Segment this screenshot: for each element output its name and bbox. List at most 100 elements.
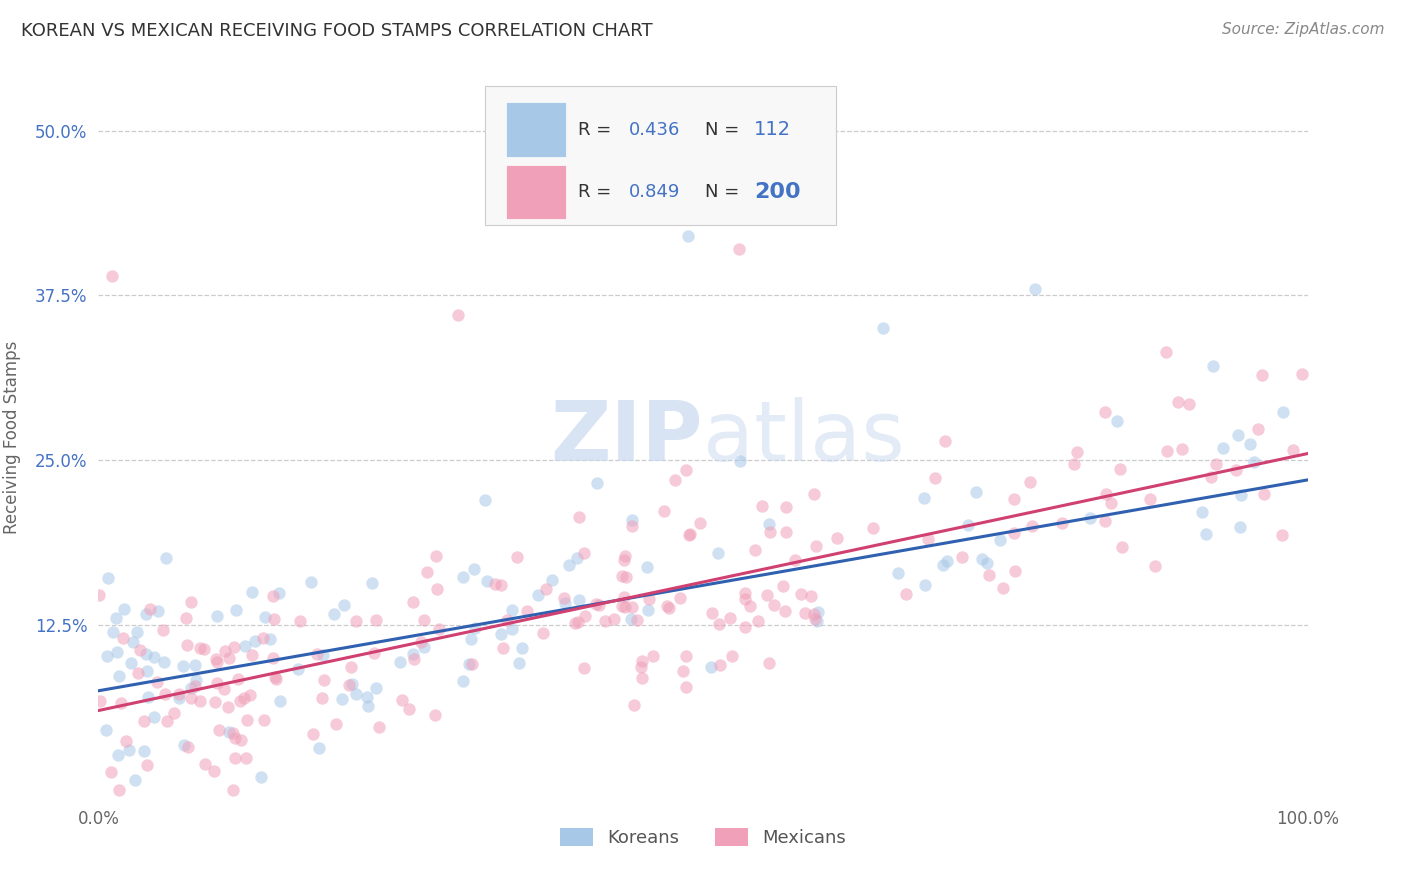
Point xyxy=(463,562,485,576)
Point xyxy=(357,698,380,713)
Point xyxy=(613,553,636,567)
Point xyxy=(402,595,425,609)
Point xyxy=(474,492,496,507)
Point xyxy=(112,631,135,645)
Point xyxy=(138,690,160,704)
Point xyxy=(965,485,987,500)
Point xyxy=(325,717,347,731)
Point xyxy=(1002,526,1025,541)
Point xyxy=(152,623,174,637)
Point xyxy=(146,604,169,618)
Point xyxy=(391,693,413,707)
Point xyxy=(252,631,274,645)
Point xyxy=(1101,496,1123,510)
Point xyxy=(367,720,389,734)
Point xyxy=(593,615,616,629)
Point xyxy=(139,602,162,616)
Point xyxy=(259,632,281,646)
FancyBboxPatch shape xyxy=(506,165,567,219)
Point xyxy=(738,599,761,613)
Point xyxy=(183,658,205,673)
Point xyxy=(207,656,229,670)
Point xyxy=(226,672,249,686)
Point xyxy=(172,659,194,673)
Point xyxy=(872,321,894,335)
Point xyxy=(1291,367,1313,381)
Point xyxy=(312,648,335,662)
Point xyxy=(356,690,378,704)
Point xyxy=(118,742,141,756)
Point xyxy=(709,657,731,672)
Text: 112: 112 xyxy=(754,120,792,139)
Point xyxy=(451,570,474,584)
Point xyxy=(614,570,637,584)
Point xyxy=(675,680,697,694)
Point xyxy=(105,611,128,625)
Text: R =: R = xyxy=(578,121,617,139)
Point xyxy=(308,740,330,755)
Point xyxy=(222,640,245,655)
Text: ZIP: ZIP xyxy=(551,397,703,477)
Point xyxy=(610,599,633,613)
Point xyxy=(747,615,769,629)
Point xyxy=(678,528,700,542)
Point xyxy=(807,605,830,619)
Point xyxy=(914,578,936,592)
Point xyxy=(734,620,756,634)
Point xyxy=(457,657,479,671)
Point xyxy=(636,560,658,574)
Point xyxy=(110,696,132,710)
Point xyxy=(366,681,388,695)
Point xyxy=(224,751,246,765)
Point xyxy=(728,242,751,256)
Point xyxy=(516,604,538,618)
Point xyxy=(475,574,498,588)
Point xyxy=(1229,520,1251,534)
Point xyxy=(125,625,148,640)
Point xyxy=(531,626,554,640)
Point xyxy=(794,606,817,620)
Point xyxy=(240,648,263,663)
Point xyxy=(603,612,626,626)
Point xyxy=(734,591,756,606)
Point xyxy=(107,669,129,683)
Point xyxy=(630,659,652,673)
Point xyxy=(240,585,263,599)
Point xyxy=(194,757,217,772)
Point xyxy=(800,589,823,603)
Point xyxy=(1199,469,1222,483)
Text: atlas: atlas xyxy=(703,397,904,477)
Point xyxy=(307,647,329,661)
Point xyxy=(1225,463,1247,477)
Point xyxy=(730,453,752,467)
Point xyxy=(1191,504,1213,518)
Point xyxy=(613,590,636,604)
Point xyxy=(142,649,165,664)
Point xyxy=(464,621,486,635)
Point xyxy=(135,607,157,621)
Point xyxy=(675,463,697,477)
Point xyxy=(461,657,484,671)
Point xyxy=(202,764,225,778)
Point xyxy=(416,566,439,580)
Point xyxy=(679,526,702,541)
Point xyxy=(460,632,482,646)
Point xyxy=(1094,405,1116,419)
Point xyxy=(155,551,177,566)
Point xyxy=(101,625,124,640)
Point xyxy=(287,662,309,676)
Point xyxy=(163,706,186,720)
FancyBboxPatch shape xyxy=(506,103,567,157)
Point xyxy=(188,641,211,656)
Point xyxy=(217,699,239,714)
Point xyxy=(425,549,447,564)
Point xyxy=(886,566,908,580)
Point xyxy=(775,525,797,540)
Point xyxy=(1246,422,1268,436)
Point xyxy=(565,550,588,565)
Point xyxy=(825,531,848,545)
Point xyxy=(626,613,648,627)
Point xyxy=(568,592,591,607)
Point xyxy=(262,589,284,603)
Point xyxy=(135,664,157,678)
